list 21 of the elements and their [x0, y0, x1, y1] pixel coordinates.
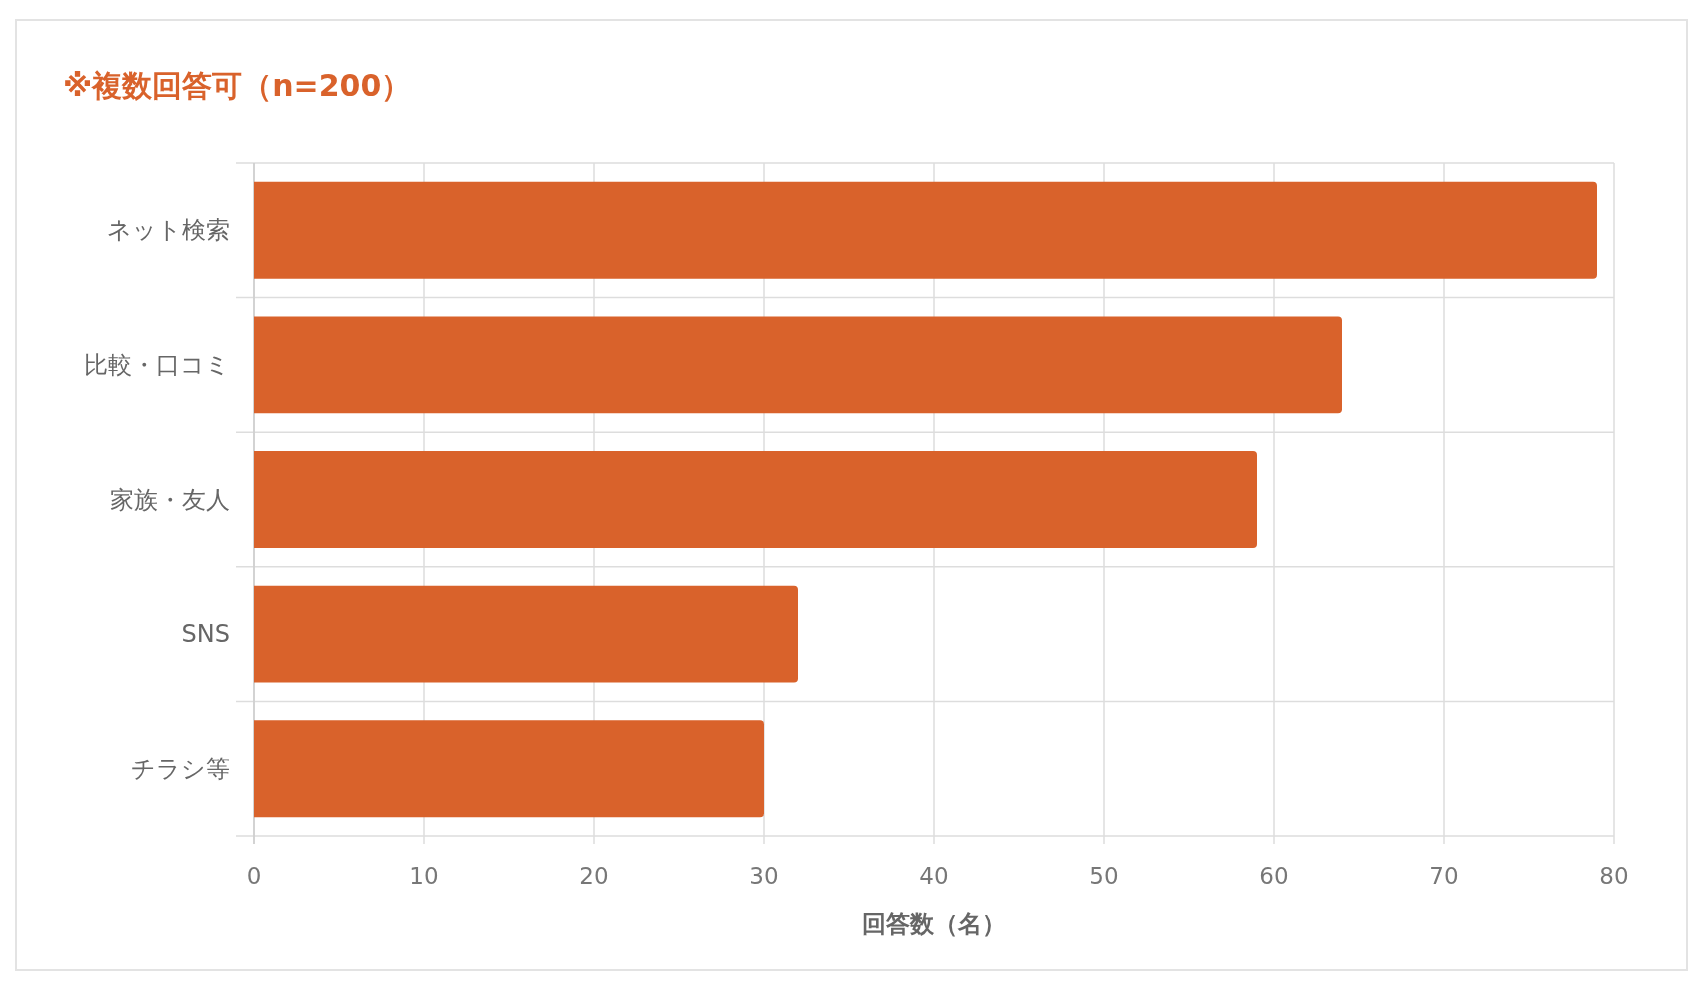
x-tick-label: 0 [246, 863, 262, 889]
x-tick-label: 80 [1599, 863, 1629, 889]
bar [254, 316, 1342, 414]
bar [254, 585, 798, 683]
x-tick-label: 30 [749, 863, 779, 889]
chart-title: ※複数回答可（n=200） [63, 67, 412, 103]
x-tick-label: 50 [1089, 863, 1119, 889]
bar [254, 181, 1597, 279]
y-tick-label: 比較・口コミ [84, 350, 230, 379]
x-tick-label: 20 [579, 863, 609, 889]
y-tick-label: ネット検索 [107, 216, 230, 245]
y-tick-label: SNS [181, 620, 230, 649]
y-tick-label: 家族・友人 [110, 485, 230, 514]
x-tick-label: 60 [1259, 863, 1289, 889]
x-tick-label: 70 [1429, 863, 1459, 889]
bar [254, 451, 1257, 548]
y-tick-label: チラシ等 [131, 754, 230, 783]
x-tick-label: 10 [409, 863, 439, 889]
x-tick-label: 40 [919, 863, 949, 889]
bar [254, 720, 764, 818]
x-axis-title: 回答数（名） [862, 910, 1006, 938]
